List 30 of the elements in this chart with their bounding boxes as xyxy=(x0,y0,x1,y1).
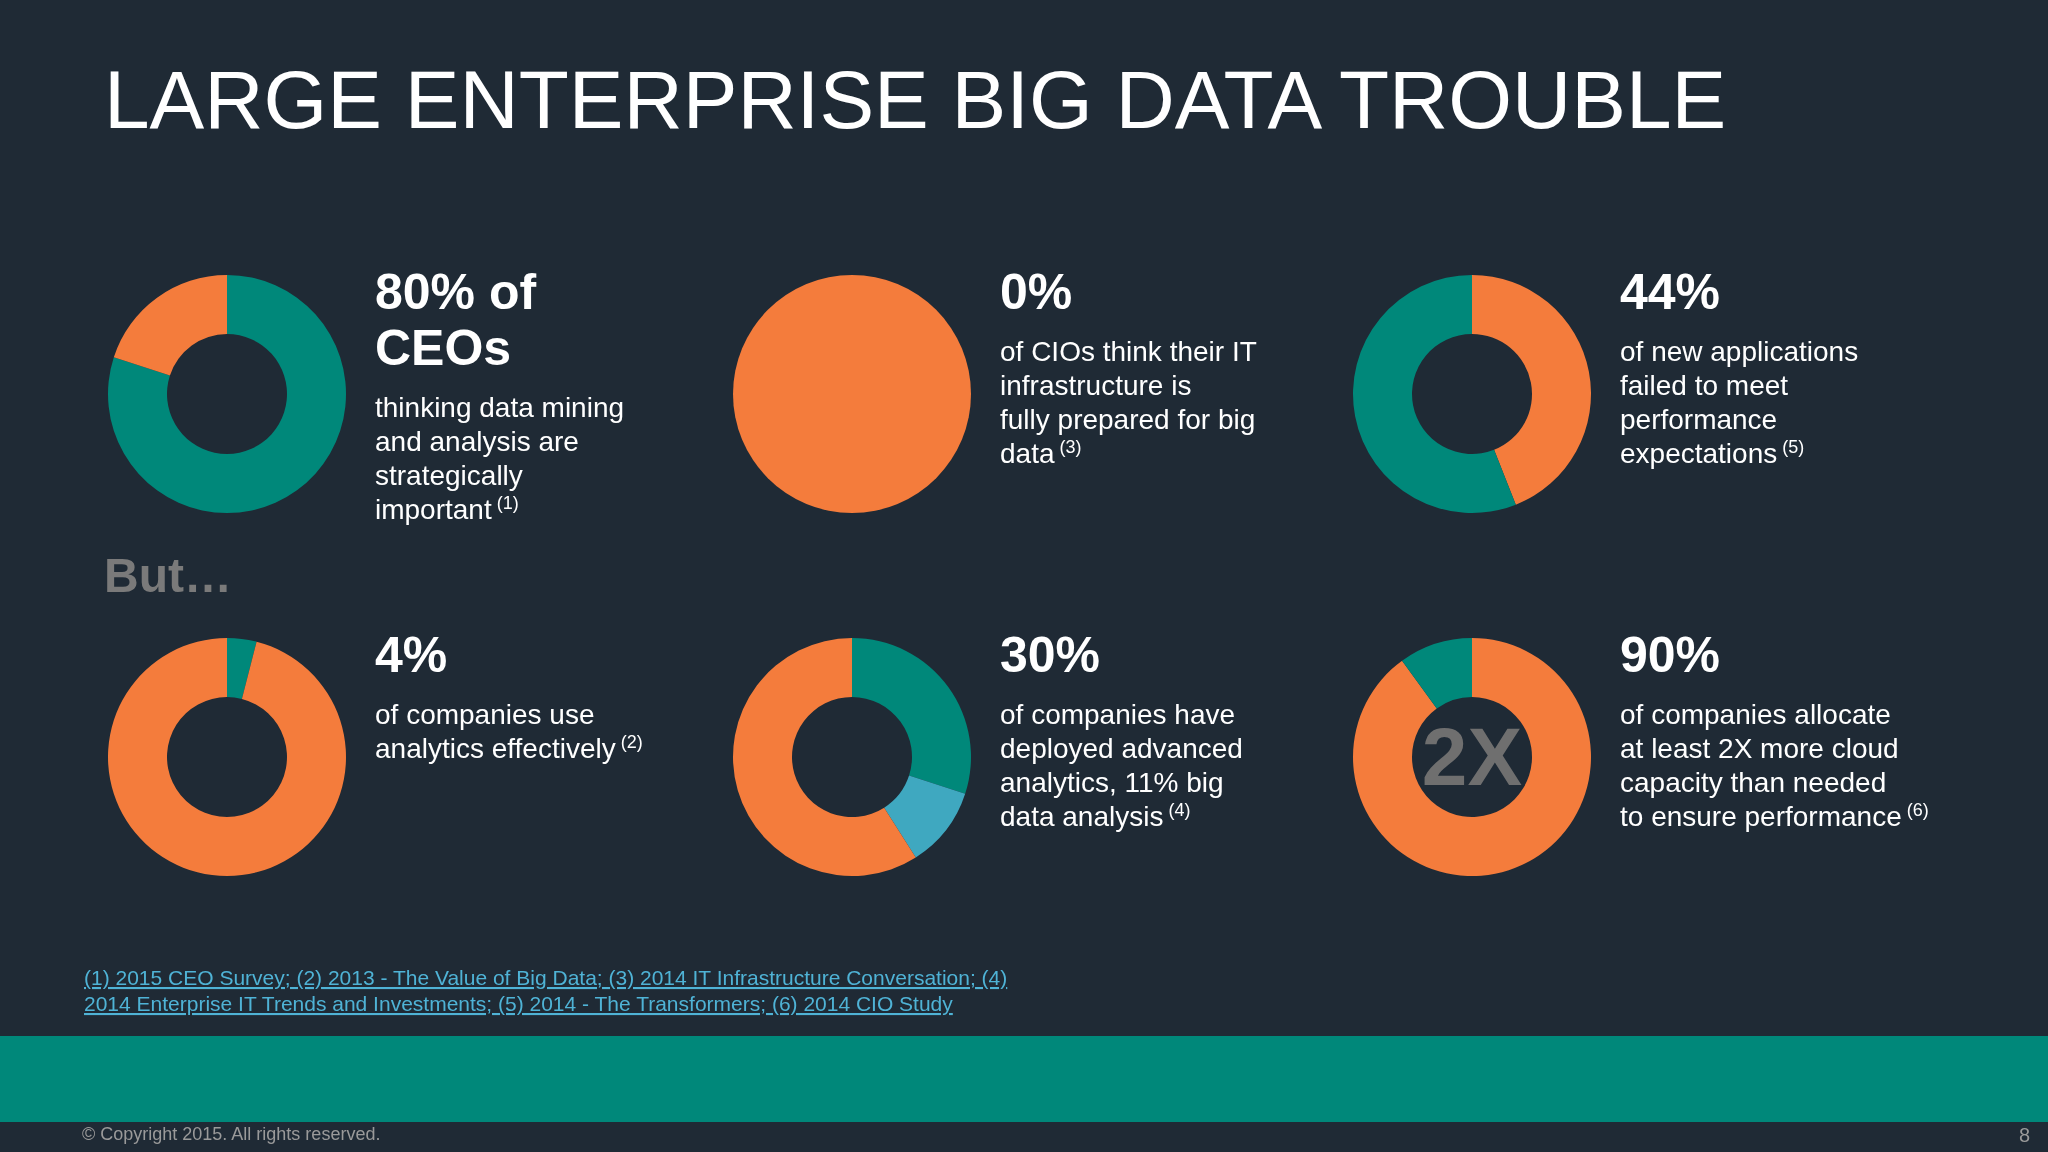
text: 2014 Enterprise IT Trends and Investments; (5) 2014 - The Transformers; (6) 2014 CIO Study xyxy=(84,992,954,1015)
text: 2X xyxy=(1421,711,1523,802)
text: © Copyright 2015. All rights reserved. xyxy=(82,1124,381,1144)
donut-slice xyxy=(1353,638,1591,876)
text: 80% of CEOs xyxy=(375,264,537,376)
donut-slice xyxy=(108,638,346,876)
donut-slice xyxy=(884,775,966,858)
chart-title: 90% xyxy=(1620,627,1721,683)
text: of companies use analytics effectively $^{(2)}$ xyxy=(375,699,643,764)
text: of companies have deployed advanced analytics, 11% big data analysis $^{(4)}$ xyxy=(1000,699,1243,832)
donut-slice xyxy=(1472,275,1591,505)
chart-title: 4% xyxy=(375,627,448,683)
text: But… xyxy=(104,549,232,602)
chart-title: 0% xyxy=(1000,264,1073,320)
text: of companies allocate at least 2X more cloud capacity than needed to ensure performance $^{(6)}$ xyxy=(1620,699,1929,832)
text: of CIOs think their IT infrastructure is fully prepared for big data $^{(3)}$ xyxy=(1000,336,1257,469)
text: 8 xyxy=(2018,1124,2030,1146)
chart-title: 30% xyxy=(1000,627,1101,683)
chart-title: 44% xyxy=(1620,264,1721,320)
donut-slice xyxy=(227,638,257,699)
text: thinking data mining and analysis are strategically important $^{(1)}$ xyxy=(375,392,625,525)
donut-slice xyxy=(852,638,971,794)
donut-slice xyxy=(108,275,346,513)
donut-slice xyxy=(1353,275,1516,513)
donut-slice xyxy=(113,275,227,376)
donut-slice xyxy=(733,638,916,876)
text: (1) 2015 CEO Survey; (2) 2013 - The Value of Big Data; (3) 2014 IT Infrastructure Conversation; (4) xyxy=(84,966,1008,989)
text: of new applications failed to meet performance expectations $^{(5)}$ xyxy=(1620,336,1859,469)
text: LARGE ENTERPRISE BIG DATA TROUBLE xyxy=(104,54,1727,145)
donut-slice xyxy=(1402,638,1472,709)
